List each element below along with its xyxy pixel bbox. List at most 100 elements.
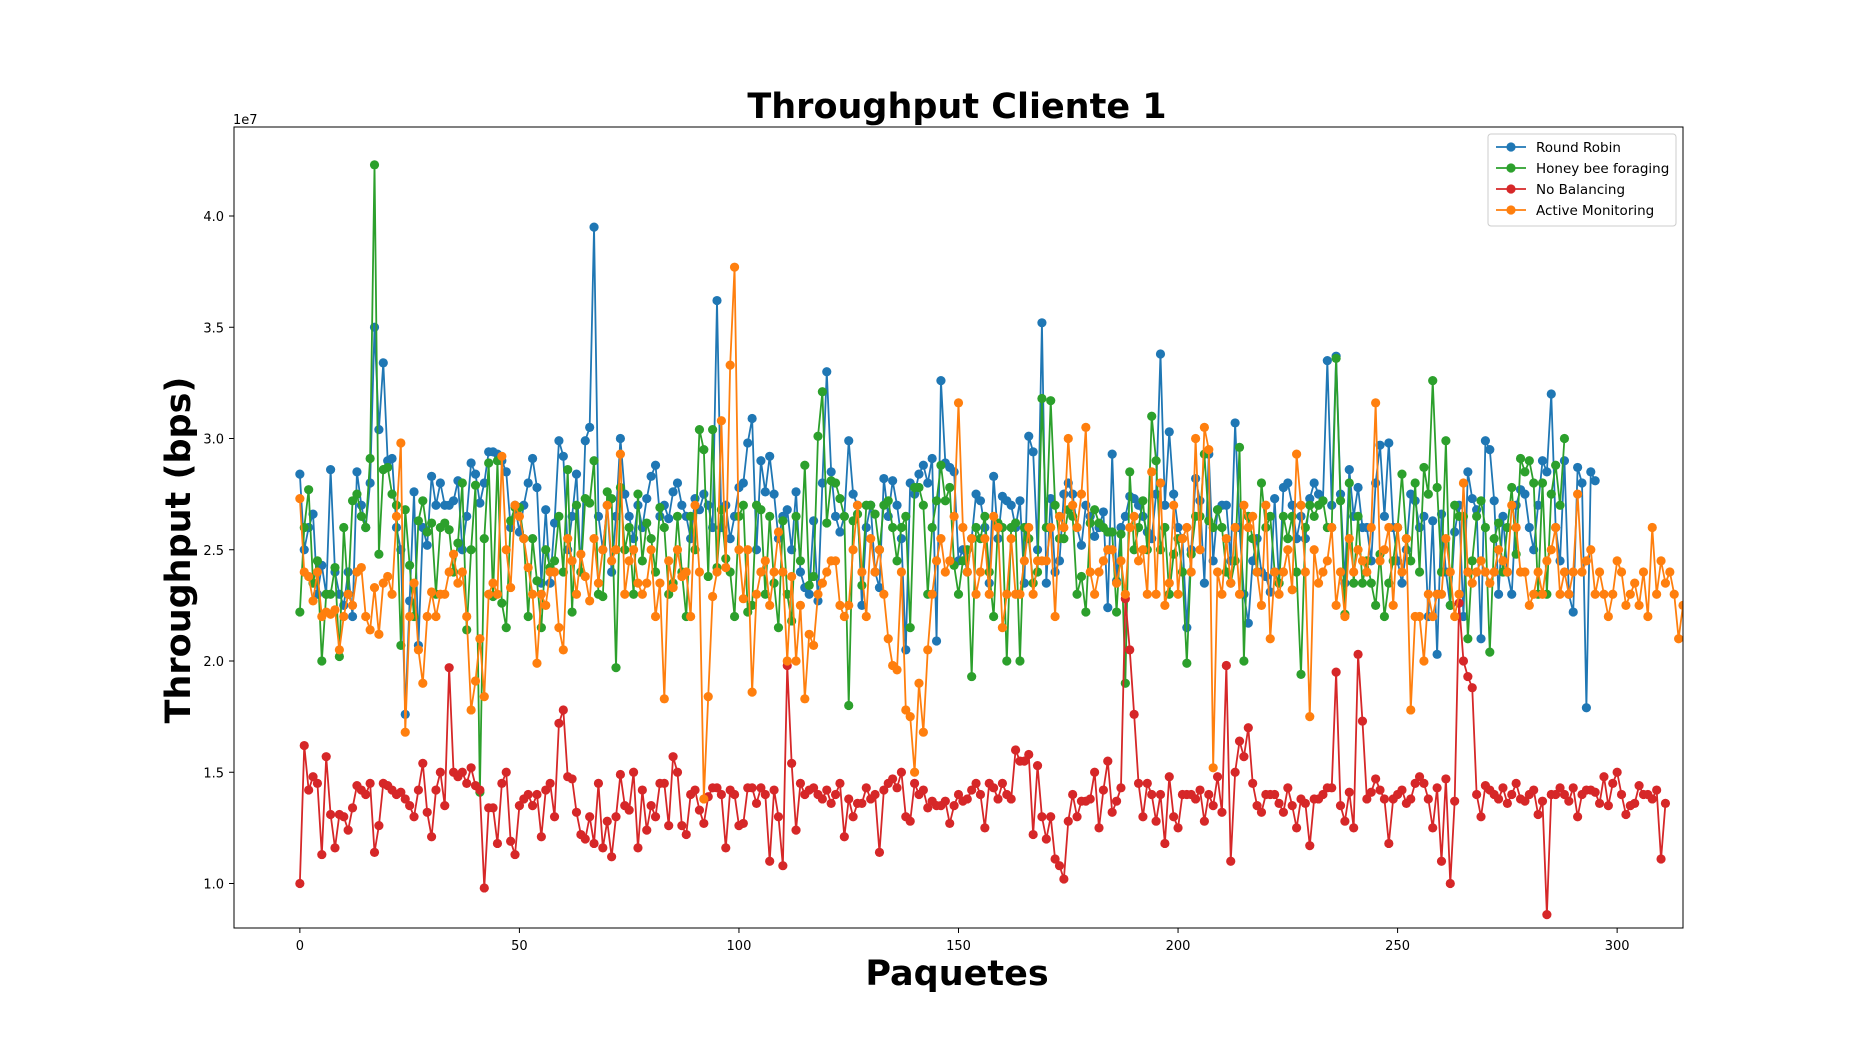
data-point-active-monitoring [593,578,604,588]
data-point-round-robin [642,493,652,504]
data-point-active-monitoring [1313,578,1324,588]
data-point-honey-bee-foraging [1529,478,1539,488]
data-point-active-monitoring [800,694,810,704]
data-point-active-monitoring [646,545,656,555]
data-point-active-monitoring [1230,522,1240,533]
data-point-active-monitoring [1660,578,1671,588]
data-point-honey-bee-foraging [989,611,999,622]
data-point-no-balancing [953,789,964,800]
data-point-honey-bee-foraging [541,545,551,555]
data-point-honey-bee-foraging [694,425,705,435]
data-point-round-robin [1573,462,1583,473]
data-point-active-monitoring [782,656,792,666]
data-point-honey-bee-foraging [1524,456,1534,466]
data-point-round-robin [888,476,898,486]
data-point-round-robin [352,467,362,477]
data-point-round-robin [1546,389,1556,399]
data-point-honey-bee-foraging [365,453,375,464]
data-point-no-balancing [1103,756,1113,766]
data-point-no-balancing [1366,787,1376,797]
data-point-active-monitoring [980,534,990,544]
data-point-active-monitoring [383,571,393,582]
data-point-no-balancing [1094,823,1104,833]
data-point-active-monitoring [892,665,902,675]
data-point-no-balancing [888,774,898,784]
data-point-honey-bee-foraging [400,505,410,515]
data-point-active-monitoring [813,589,823,599]
data-point-active-monitoring [1309,545,1319,555]
data-point-active-monitoring [607,556,617,566]
data-point-no-balancing [712,783,722,793]
data-point-active-monitoring [1436,589,1447,599]
data-point-honey-bee-foraging [317,656,327,666]
data-point-active-monitoring [1458,478,1469,488]
data-point-active-monitoring [703,692,713,702]
data-point-honey-bee-foraging [857,580,867,590]
data-point-no-balancing [949,801,959,811]
legend-label-round-robin: Round Robin [1536,140,1621,156]
data-point-no-balancing [326,809,336,820]
data-point-active-monitoring [1300,567,1310,577]
data-point-no-balancing [646,801,656,811]
data-point-active-monitoring [1485,578,1495,588]
data-point-no-balancing [690,785,700,795]
data-point-round-robin [1419,511,1429,521]
data-point-no-balancing [918,785,928,795]
data-point-honey-bee-foraging [554,511,564,521]
data-point-round-robin [677,500,687,510]
data-point-honey-bee-foraging [1217,522,1227,533]
data-point-no-balancing [1660,798,1671,809]
data-point-honey-bee-foraging [440,518,450,528]
data-point-honey-bee-foraging [374,549,384,559]
data-point-active-monitoring [1221,534,1231,544]
data-point-round-robin [1476,634,1486,644]
data-point-honey-bee-foraging [1366,578,1376,588]
data-point-no-balancing [795,778,806,788]
legend-box [1487,133,1677,227]
data-point-no-balancing [440,801,450,811]
data-point-honey-bee-foraging [1515,453,1526,464]
data-point-no-balancing [1318,789,1328,800]
data-point-active-monitoring [1375,556,1385,566]
data-point-no-balancing [1397,785,1407,795]
data-point-no-balancing [874,847,885,857]
data-point-active-monitoring [1195,545,1205,555]
data-point-active-monitoring [914,678,924,688]
data-point-no-balancing [817,794,827,804]
y-axis-title: Throughput (bps) [159,377,199,724]
data-point-no-balancing [1537,796,1548,806]
data-point-no-balancing [1221,660,1231,671]
data-point-honey-bee-foraging [1458,511,1469,521]
data-point-active-monitoring [497,451,507,461]
data-point-round-robin [589,222,599,232]
data-point-no-balancing [295,878,305,889]
data-point-active-monitoring [413,645,424,655]
data-point-active-monitoring [1625,589,1635,599]
data-point-no-balancing [677,821,687,831]
data-point-no-balancing [1292,823,1302,833]
data-point-round-robin [1169,489,1179,499]
data-point-honey-bee-foraging [1414,567,1425,577]
data-point-no-balancing [462,778,472,788]
data-point-active-monitoring [896,567,907,577]
data-point-no-balancing [1006,794,1016,804]
data-point-no-balancing [492,838,503,849]
data-point-no-balancing [466,763,476,773]
data-point-no-balancing [1498,783,1508,793]
data-point-round-robin [1103,603,1113,613]
data-point-round-robin [527,453,538,464]
data-point-no-balancing [611,812,621,822]
y-tick-label: 2.0 [203,655,224,670]
data-point-active-monitoring [567,556,577,566]
data-point-active-monitoring [1441,534,1451,544]
data-point-active-monitoring [975,567,986,577]
data-point-round-robin [1480,436,1491,446]
x-tick-label: 200 [1166,939,1191,954]
data-point-no-balancing [1612,767,1622,777]
data-point-active-monitoring [844,600,854,610]
data-point-no-balancing [1212,772,1223,782]
data-point-active-monitoring [440,589,450,599]
data-point-round-robin [1015,496,1025,506]
